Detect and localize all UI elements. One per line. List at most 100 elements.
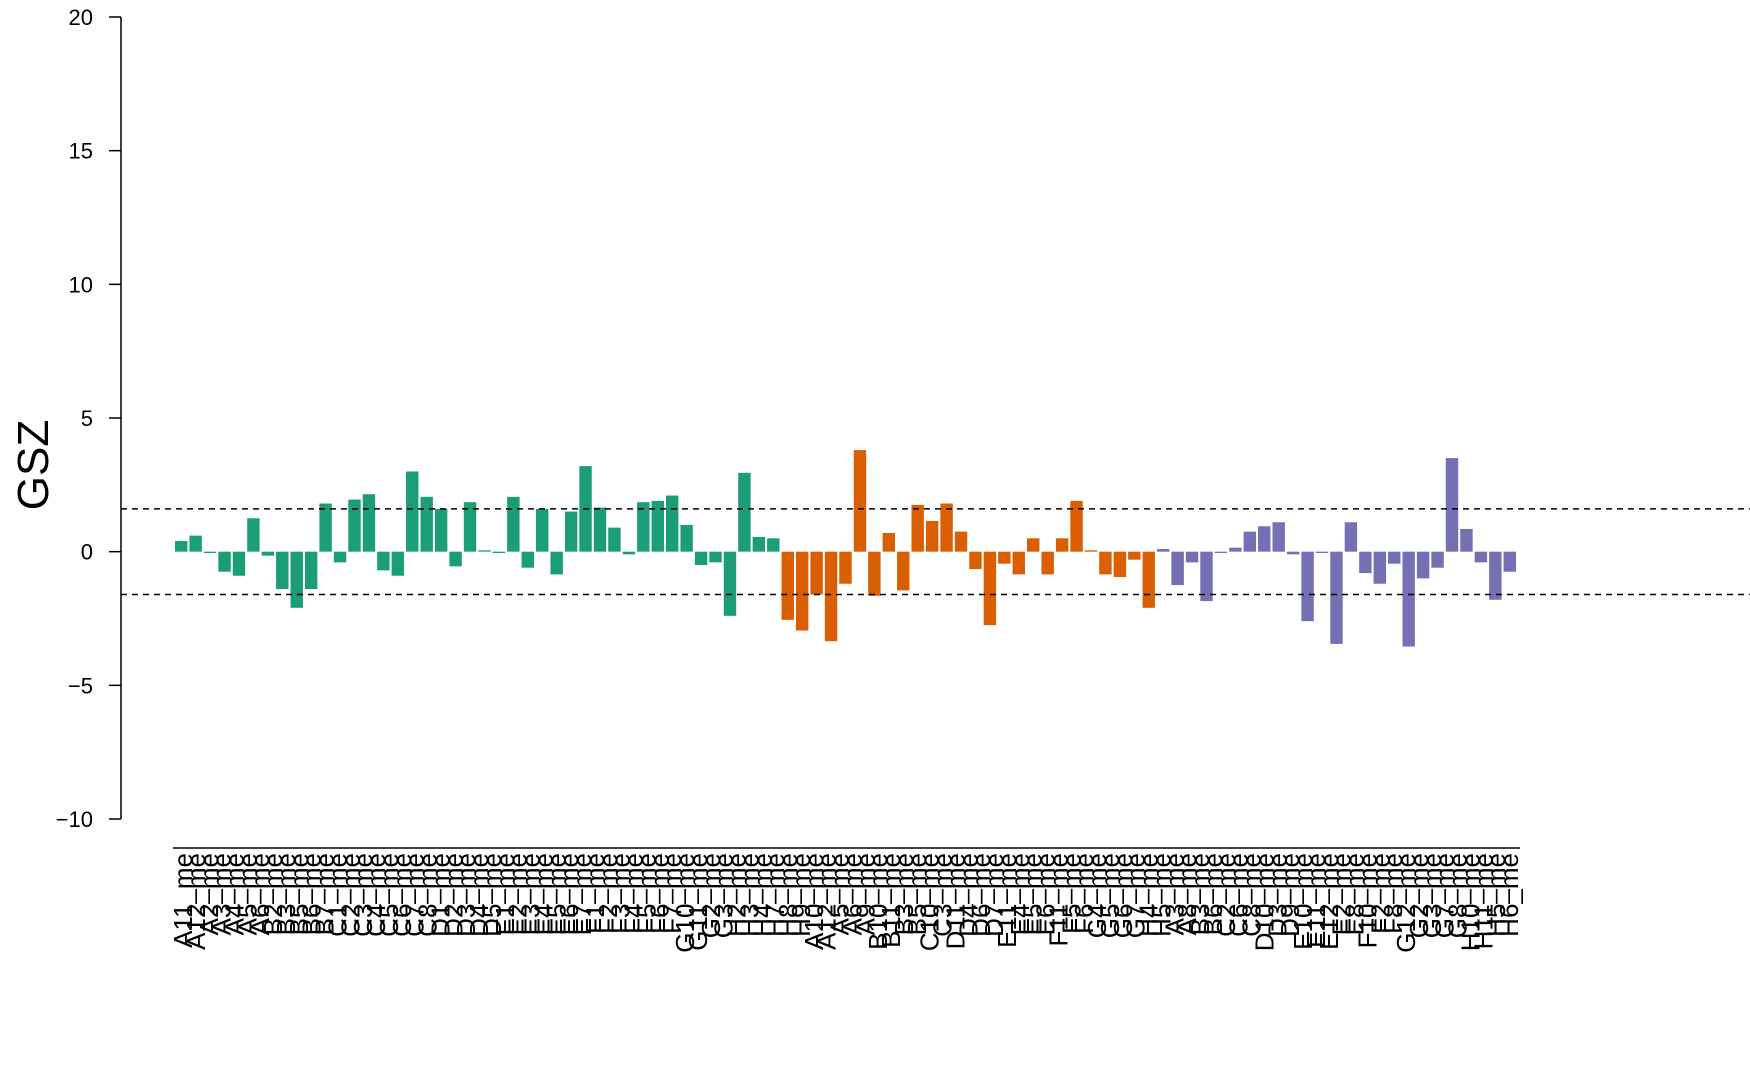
x-tick-label: H4_me — [1134, 853, 1164, 937]
x-tick-label: F11_me — [1043, 853, 1073, 946]
x-tick-label: F4_me — [619, 853, 649, 934]
x-tick-label: G7_me — [1121, 853, 1151, 938]
x-tick-label: F2_me — [1365, 853, 1395, 934]
bar — [969, 551, 982, 570]
bar — [463, 502, 477, 552]
x-tick-label: A5_me — [232, 853, 262, 935]
bar — [1402, 551, 1415, 647]
bar — [247, 518, 260, 552]
bar — [507, 496, 520, 552]
x-tick-label: F7_me — [657, 853, 687, 934]
x-tick-label: C3_me — [348, 853, 378, 937]
bar — [203, 551, 217, 554]
bar — [1373, 551, 1387, 584]
x-tick-label: E3_me — [516, 853, 546, 935]
bar — [1229, 547, 1242, 552]
x-tick-label: E5_me — [541, 853, 571, 935]
x-tick-label: D3_me — [1262, 853, 1292, 937]
bar — [911, 504, 924, 552]
bar — [752, 536, 766, 552]
x-tick-label: B5_me — [902, 853, 932, 935]
x-tick-label: B6_me — [297, 853, 327, 935]
x-tick-label: H5_me — [1481, 853, 1511, 937]
x-tick-label: E1_me — [490, 853, 520, 935]
bar — [1041, 551, 1054, 575]
x-tick-label: B3_me — [1185, 853, 1215, 935]
bar — [449, 551, 462, 567]
x-tick-label: A6_me — [837, 853, 867, 935]
bar — [304, 551, 318, 590]
bar — [362, 494, 376, 552]
bar — [319, 503, 332, 552]
bar — [333, 551, 347, 563]
bar — [665, 495, 679, 552]
bar — [738, 472, 751, 552]
bar — [1315, 551, 1329, 554]
threshold-lines — [121, 508, 1750, 596]
x-tick-label: C3_me — [928, 853, 958, 937]
x-tick-label: D4_me — [953, 853, 983, 937]
x-tick-label: D9_me — [1275, 853, 1305, 937]
bar — [925, 520, 939, 552]
bar — [1027, 538, 1040, 552]
x-tick-label: D5_me — [477, 853, 507, 937]
bar — [897, 551, 910, 591]
bar — [651, 500, 664, 552]
x-tick-label: F6_me — [644, 853, 674, 934]
bar — [767, 538, 780, 552]
bar — [781, 551, 794, 620]
x-tick-label: D1_me — [425, 853, 455, 937]
bar — [853, 450, 867, 552]
bar — [1344, 522, 1358, 552]
bar — [1301, 551, 1314, 622]
bar — [795, 551, 809, 631]
x-tick-label: A10_me — [799, 853, 829, 950]
bar — [189, 535, 202, 552]
x-tick-label: C6_me — [1224, 853, 1254, 937]
x-tick-label: E12_me — [1314, 853, 1344, 950]
bar — [694, 551, 708, 566]
x-tick-label: H11_me — [1468, 853, 1498, 949]
bar — [1460, 528, 1473, 552]
x-tick-label: A12_me — [181, 853, 211, 950]
x-tick-label: D6_me — [966, 853, 996, 937]
x-tick-label: F5_me — [1056, 853, 1086, 934]
bar — [1185, 551, 1199, 563]
bar — [434, 508, 448, 552]
x-tick-label: H10_me — [1455, 853, 1485, 951]
x-tick-label: G3_me — [1417, 853, 1447, 938]
bar — [564, 511, 578, 552]
bar — [1200, 551, 1213, 602]
x-tick-label: H5_me — [1146, 853, 1176, 937]
x-tick-label: A3_me — [1159, 853, 1189, 935]
x-tick-label: A6_me — [245, 853, 275, 935]
bar — [536, 508, 549, 552]
bar — [276, 551, 289, 590]
bar — [218, 551, 231, 572]
bar — [348, 499, 361, 552]
x-tick-label: E10_me — [1288, 853, 1318, 950]
bar — [521, 551, 534, 568]
bar — [1084, 550, 1098, 552]
bar — [261, 551, 275, 556]
bar — [1258, 526, 1271, 552]
y-tick-label: 10 — [69, 272, 93, 297]
x-tick-label: C4_me — [361, 853, 391, 937]
bar — [1142, 551, 1155, 608]
x-tick-label: F8_me — [1378, 853, 1408, 934]
x-tick-label: D4_me — [464, 853, 494, 937]
bar — [824, 551, 838, 642]
x-tick-label: E6_me — [554, 853, 584, 935]
x-tick-label: A11_me — [168, 853, 198, 948]
x-tick-label: G7_me — [1430, 853, 1460, 938]
x-axis-labels: A11_meA12_meA2_meA3_meA4_meA5_meA6_meB2_… — [168, 853, 1524, 953]
x-tick-label: H3_me — [734, 853, 764, 937]
x-tick-label: G2_me — [696, 853, 726, 938]
x-tick-label: E6_me — [1031, 853, 1061, 935]
bar — [1330, 551, 1343, 644]
bar — [1171, 551, 1184, 586]
bars — [175, 450, 1516, 647]
bar — [1243, 531, 1257, 552]
x-tick-label: H2_me — [722, 853, 752, 937]
y-axis: −10 −5 0 5 10 15 20 — [56, 5, 122, 832]
